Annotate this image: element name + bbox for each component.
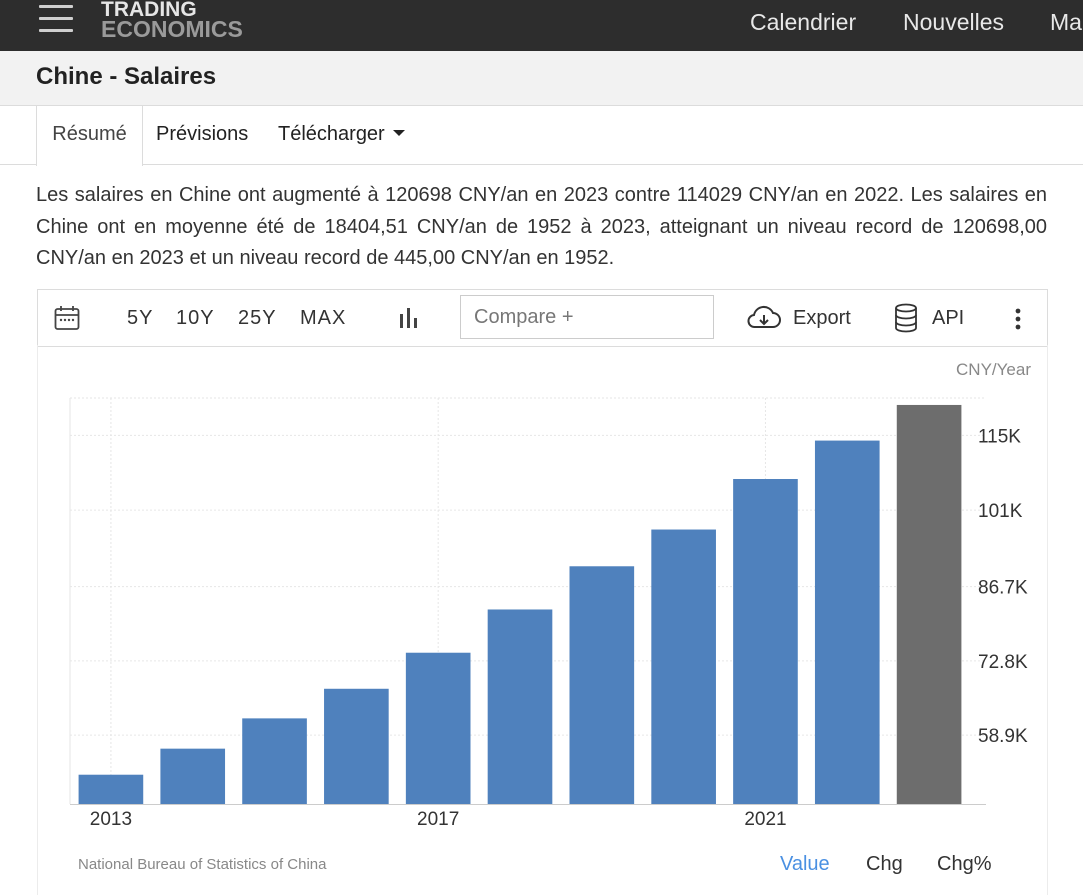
chevron-down-icon bbox=[392, 129, 405, 136]
range-max-button[interactable]: MAX bbox=[300, 307, 347, 329]
tab-forecast[interactable]: Prévisions bbox=[156, 123, 249, 145]
bar-2014 bbox=[160, 748, 226, 804]
tab-value[interactable]: Value bbox=[780, 853, 830, 875]
logo-line-1: TRADING bbox=[101, 0, 197, 21]
range-10y-button[interactable]: 10Y bbox=[176, 307, 215, 329]
chart-toolbar: 5Y 10Y 25Y MAX Compare + Export API bbox=[37, 289, 1048, 347]
logo-line-2: ECONOMICS bbox=[101, 16, 243, 42]
tab-change[interactable]: Chg bbox=[866, 853, 903, 875]
y-tick-label: 58.9K bbox=[978, 726, 1028, 747]
range-25y-button[interactable]: 25Y bbox=[238, 307, 277, 329]
y-tick-label: 86.7K bbox=[978, 578, 1028, 599]
database-icon[interactable] bbox=[894, 303, 918, 333]
nav-link-markets[interactable]: Ma bbox=[1050, 9, 1082, 35]
bar-2022 bbox=[814, 440, 880, 804]
bar-2018 bbox=[487, 609, 553, 804]
tab-change-percent[interactable]: Chg% bbox=[937, 853, 992, 875]
y-tick-label: 115K bbox=[978, 426, 1021, 447]
range-5y-button[interactable]: 5Y bbox=[127, 307, 154, 329]
title-bar: Chine - Salaires bbox=[0, 51, 1083, 106]
api-button[interactable]: API bbox=[932, 307, 965, 329]
bar-2017 bbox=[405, 652, 471, 804]
y-tick-label: 72.8K bbox=[978, 652, 1028, 673]
summary-text: Les salaires en Chine ont augmenté à 120… bbox=[36, 184, 1047, 269]
bar-2015 bbox=[242, 718, 307, 804]
cloud-download-icon[interactable] bbox=[746, 305, 782, 331]
bar-2019 bbox=[569, 566, 635, 804]
more-options-icon[interactable] bbox=[1014, 307, 1022, 331]
calendar-icon[interactable] bbox=[54, 305, 80, 331]
x-tick-label: 2021 bbox=[744, 809, 786, 830]
site-logo[interactable]: TRADING ECONOMICS bbox=[101, 0, 243, 42]
bar-chart-icon[interactable] bbox=[398, 306, 420, 330]
export-button[interactable]: Export bbox=[793, 307, 851, 329]
bar-2020 bbox=[651, 529, 716, 804]
tab-download-label: Télécharger bbox=[278, 123, 385, 145]
nav-link-news[interactable]: Nouvelles bbox=[903, 9, 1004, 35]
y-tick-label: 101K bbox=[978, 501, 1023, 522]
menu-icon[interactable] bbox=[39, 5, 73, 33]
bar-2021 bbox=[733, 479, 798, 804]
top-nav-bar: TRADING ECONOMICS Calendrier Nouvelles M… bbox=[0, 0, 1083, 51]
compare-input[interactable]: Compare + bbox=[460, 295, 714, 339]
tab-summary[interactable]: Résumé bbox=[36, 106, 143, 166]
tab-download[interactable]: Télécharger bbox=[278, 106, 405, 164]
x-tick-label: 2017 bbox=[417, 809, 459, 830]
x-tick-label: 2013 bbox=[90, 809, 132, 830]
chart-unit-label: CNY/Year bbox=[956, 360, 1031, 379]
chart-source: National Bureau of Statistics of China bbox=[78, 856, 327, 873]
bar-2016 bbox=[324, 688, 389, 804]
tab-bar: Résumé Prévisions Télécharger bbox=[0, 106, 1083, 166]
bar-2013 bbox=[78, 774, 144, 804]
bar-2023 bbox=[896, 404, 962, 804]
page-title: Chine - Salaires bbox=[36, 63, 217, 90]
nav-link-calendar[interactable]: Calendrier bbox=[750, 9, 857, 35]
chart-container bbox=[37, 345, 1048, 895]
